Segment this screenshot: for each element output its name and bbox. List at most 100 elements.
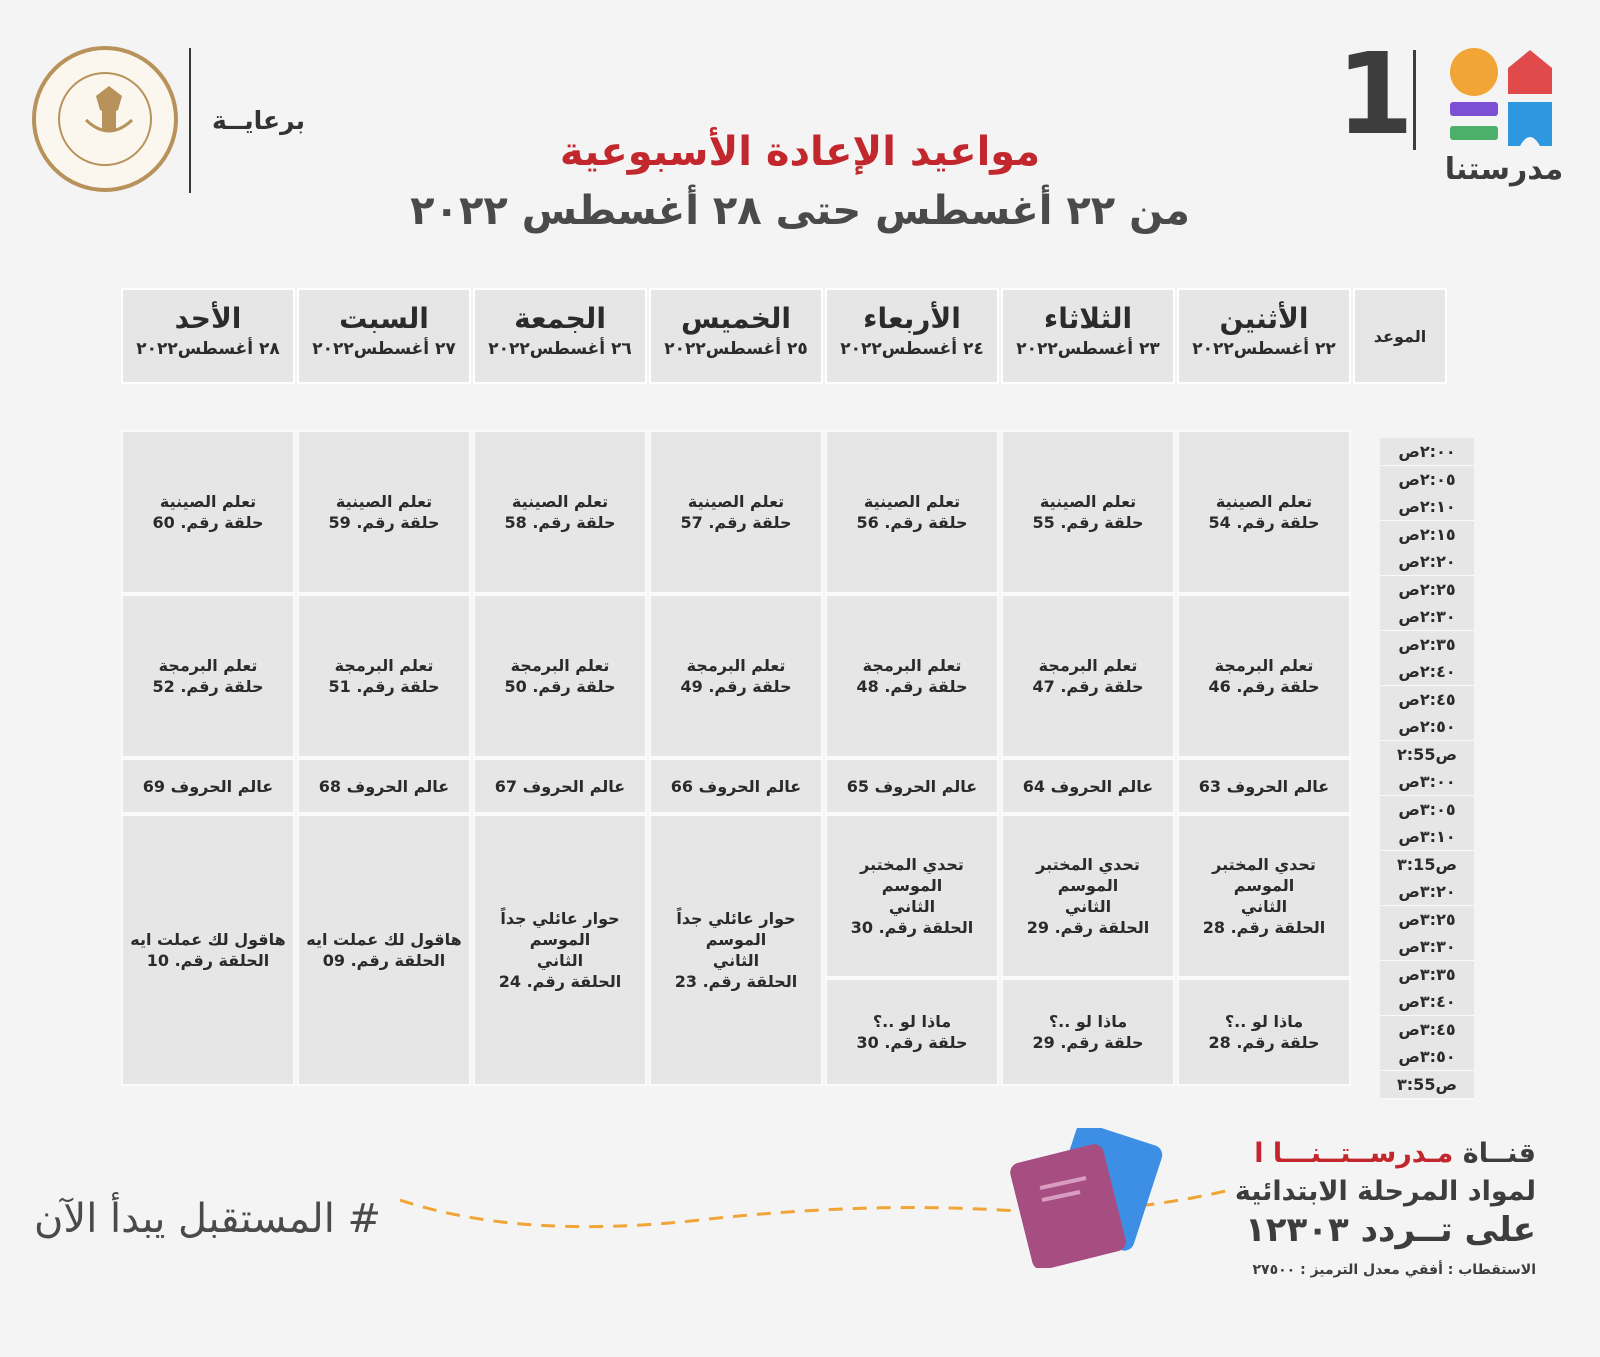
channel-title: قنــاة مـدرســتــنـــا ا	[1254, 1138, 1536, 1169]
time-slot: ٣:٠٥ص	[1380, 795, 1474, 824]
cell-text-line: ماذا لو ..؟	[1224, 1012, 1304, 1031]
cell-text-line: حلقة رقم. 58	[504, 513, 616, 532]
cell-text-line: حلقة رقم. 54	[1208, 513, 1320, 532]
cell-text-line: حلقة رقم. 57	[680, 513, 792, 532]
ministry-logo	[32, 46, 178, 192]
programming-lesson-cell: تعلم البرمجة حلقة رقم. 46	[1177, 594, 1351, 758]
letters-world-cell: عالم الحروف 67	[473, 758, 647, 814]
programming-lesson-cell: تعلم البرمجة حلقة رقم. 48	[825, 594, 999, 758]
time-slot: ٢:٢٥ص	[1380, 575, 1474, 604]
lab-challenge-cell: تحدي المختبر الموسم الثاني الحلقة رقم. 29	[1001, 814, 1175, 978]
cell-text-line: تعلم الصينية	[335, 492, 433, 511]
day-header-tuesday: الثلاثاء ٢٣ أغسطس٢٠٢٢	[1001, 288, 1175, 384]
hashtag-slogan: # المستقبل يبدأ الآن	[34, 1196, 382, 1242]
time-slot: ٣:٤٠ص	[1380, 988, 1474, 1016]
cell-text-line: حلقة رقم. 49	[680, 677, 792, 696]
programming-lesson-cell: تعلم البرمجة حلقة رقم. 47	[1001, 594, 1175, 758]
cell-text-line: هاقول لك عملت ايه	[130, 930, 286, 949]
cell-text-line: عالم الحروف 65	[846, 776, 978, 796]
cell-text-line: حلقة رقم. 29	[1032, 1033, 1144, 1052]
channel-subject: لمواد المرحلة الابتدائية	[1234, 1176, 1536, 1207]
day-name: الخميس	[680, 302, 792, 335]
day-date: ٢٧ أغسطس٢٠٢٢	[312, 339, 456, 359]
cell-text-line: تعلم البرمجة	[510, 656, 610, 675]
cell-text-line: عالم الحروف 67	[494, 776, 626, 796]
page-subtitle: من ٢٢ أغسطس حتى ٢٨ أغسطس ٢٠٢٢	[410, 188, 1190, 234]
cell-text-line: الثاني	[888, 897, 936, 916]
letters-world-cell: عالم الحروف 69	[121, 758, 295, 814]
time-column-header: الموعد	[1353, 288, 1447, 384]
day-name: الأربعاء	[863, 302, 961, 335]
cell-text-line: عالم الحروف 68	[318, 776, 450, 796]
time-slot: ٣:٢٠ص	[1380, 878, 1474, 906]
sponsor-divider	[189, 48, 191, 193]
cell-text-line: ماذا لو ..؟	[1048, 1012, 1128, 1031]
chinese-lesson-cell: تعلم الصينية حلقة رقم. 54	[1177, 430, 1351, 594]
cell-text-line: الثاني	[712, 951, 760, 970]
time-slot: ٢:٣٥ص	[1380, 630, 1474, 659]
time-slot: ٣:٠٠ص	[1380, 768, 1474, 796]
cell-text-line: حلقة رقم. 30	[856, 1033, 968, 1052]
chinese-lesson-cell: تعلم الصينية حلقة رقم. 55	[1001, 430, 1175, 594]
time-slot: ٢:١٥ص	[1380, 520, 1474, 549]
cell-text-line: حلقة رقم. 50	[504, 677, 616, 696]
cell-text-line: الحلقة رقم. 28	[1202, 918, 1326, 937]
cell-text-line: تعلم البرمجة	[1214, 656, 1314, 675]
cell-text-line: حلقة رقم. 52	[152, 677, 264, 696]
time-slot: ٢:٤٠ص	[1380, 658, 1474, 686]
letters-world-cell: عالم الحروف 68	[297, 758, 471, 814]
cell-text-line: الحلقة رقم. 10	[146, 951, 270, 970]
time-slot: ٣:55ص	[1380, 1070, 1474, 1099]
cell-text-line: تعلم البرمجة	[158, 656, 258, 675]
madrasatna-logo-icon	[1450, 48, 1552, 146]
cell-text-line: تعلم الصينية	[863, 492, 961, 511]
haqollak-cell: هاقول لك عملت ايه الحلقة رقم. 10	[121, 814, 295, 1086]
cell-text-line: هاقول لك عملت ايه	[306, 930, 462, 949]
cell-text-line: الحلقة رقم. 23	[674, 972, 798, 991]
ministry-seal-inner	[58, 72, 152, 166]
cell-text-line: حلقة رقم. 56	[856, 513, 968, 532]
cell-text-line: الحلقة رقم. 09	[322, 951, 446, 970]
family-dialogue-cell: حوار عائلي جداً الموسم الثاني الحلقة رقم. …	[649, 814, 823, 1086]
letters-world-cell: عالم الحروف 66	[649, 758, 823, 814]
chinese-lesson-cell: تعلم الصينية حلقة رقم. 60	[121, 430, 295, 594]
letters-world-cell: عالم الحروف 64	[1001, 758, 1175, 814]
time-slot: ٢:٤٥ص	[1380, 685, 1474, 714]
time-slot: ٢:55ص	[1380, 740, 1474, 769]
time-slot: ٢:٣٠ص	[1380, 603, 1474, 631]
day-name: الأثنين	[1219, 302, 1309, 335]
cell-text-line: الحلقة رقم. 30	[850, 918, 974, 937]
day-date: ٢٦ أغسطس٢٠٢٢	[488, 339, 632, 359]
what-if-cell: ماذا لو ..؟ حلقة رقم. 29	[1001, 978, 1175, 1086]
channel-frequency: على تــردد ١٢٣٠٣	[1245, 1210, 1536, 1250]
what-if-cell: ماذا لو ..؟ حلقة رقم. 30	[825, 978, 999, 1086]
cell-text-line: عالم الحروف 63	[1198, 776, 1330, 796]
cell-text-line: حلقة رقم. 28	[1208, 1033, 1320, 1052]
day-header-saturday: السبت ٢٧ أغسطس٢٠٢٢	[297, 288, 471, 384]
day-date: ٢٣ أغسطس٢٠٢٢	[1016, 339, 1160, 359]
chinese-lesson-cell: تعلم الصينية حلقة رقم. 58	[473, 430, 647, 594]
programming-lesson-cell: تعلم البرمجة حلقة رقم. 51	[297, 594, 471, 758]
day-date: ٢٨ أغسطس٢٠٢٢	[136, 339, 280, 359]
day-header-sunday: الأحد ٢٨ أغسطس٢٠٢٢	[121, 288, 295, 384]
cell-text-line: حلقة رقم. 55	[1032, 513, 1144, 532]
day-name: الأحد	[174, 302, 242, 335]
brand-divider	[1413, 50, 1416, 150]
time-slot: ٢:٠٠ص	[1380, 438, 1474, 466]
books-illustration-icon	[1010, 1128, 1163, 1268]
cell-text-line: تعلم الصينية	[1215, 492, 1313, 511]
eagle-emblem-icon	[84, 86, 134, 133]
chinese-lesson-cell: تعلم الصينية حلقة رقم. 57	[649, 430, 823, 594]
programming-lesson-cell: تعلم البرمجة حلقة رقم. 50	[473, 594, 647, 758]
cell-text-line: تعلم البرمجة	[686, 656, 786, 675]
day-name: السبت	[339, 302, 429, 335]
cell-text-line: حلقة رقم. 60	[152, 513, 264, 532]
programming-lesson-cell: تعلم البرمجة حلقة رقم. 49	[649, 594, 823, 758]
day-name: الجمعة	[514, 302, 606, 335]
cell-text-line: تعلم الصينية	[511, 492, 609, 511]
day-date: ٢٤ أغسطس٢٠٢٢	[840, 339, 984, 359]
day-header-wednesday: الأربعاء ٢٤ أغسطس٢٠٢٢	[825, 288, 999, 384]
cell-text-line: ماذا لو ..؟	[872, 1012, 952, 1031]
time-slot: ٣:٤٥ص	[1380, 1015, 1474, 1044]
